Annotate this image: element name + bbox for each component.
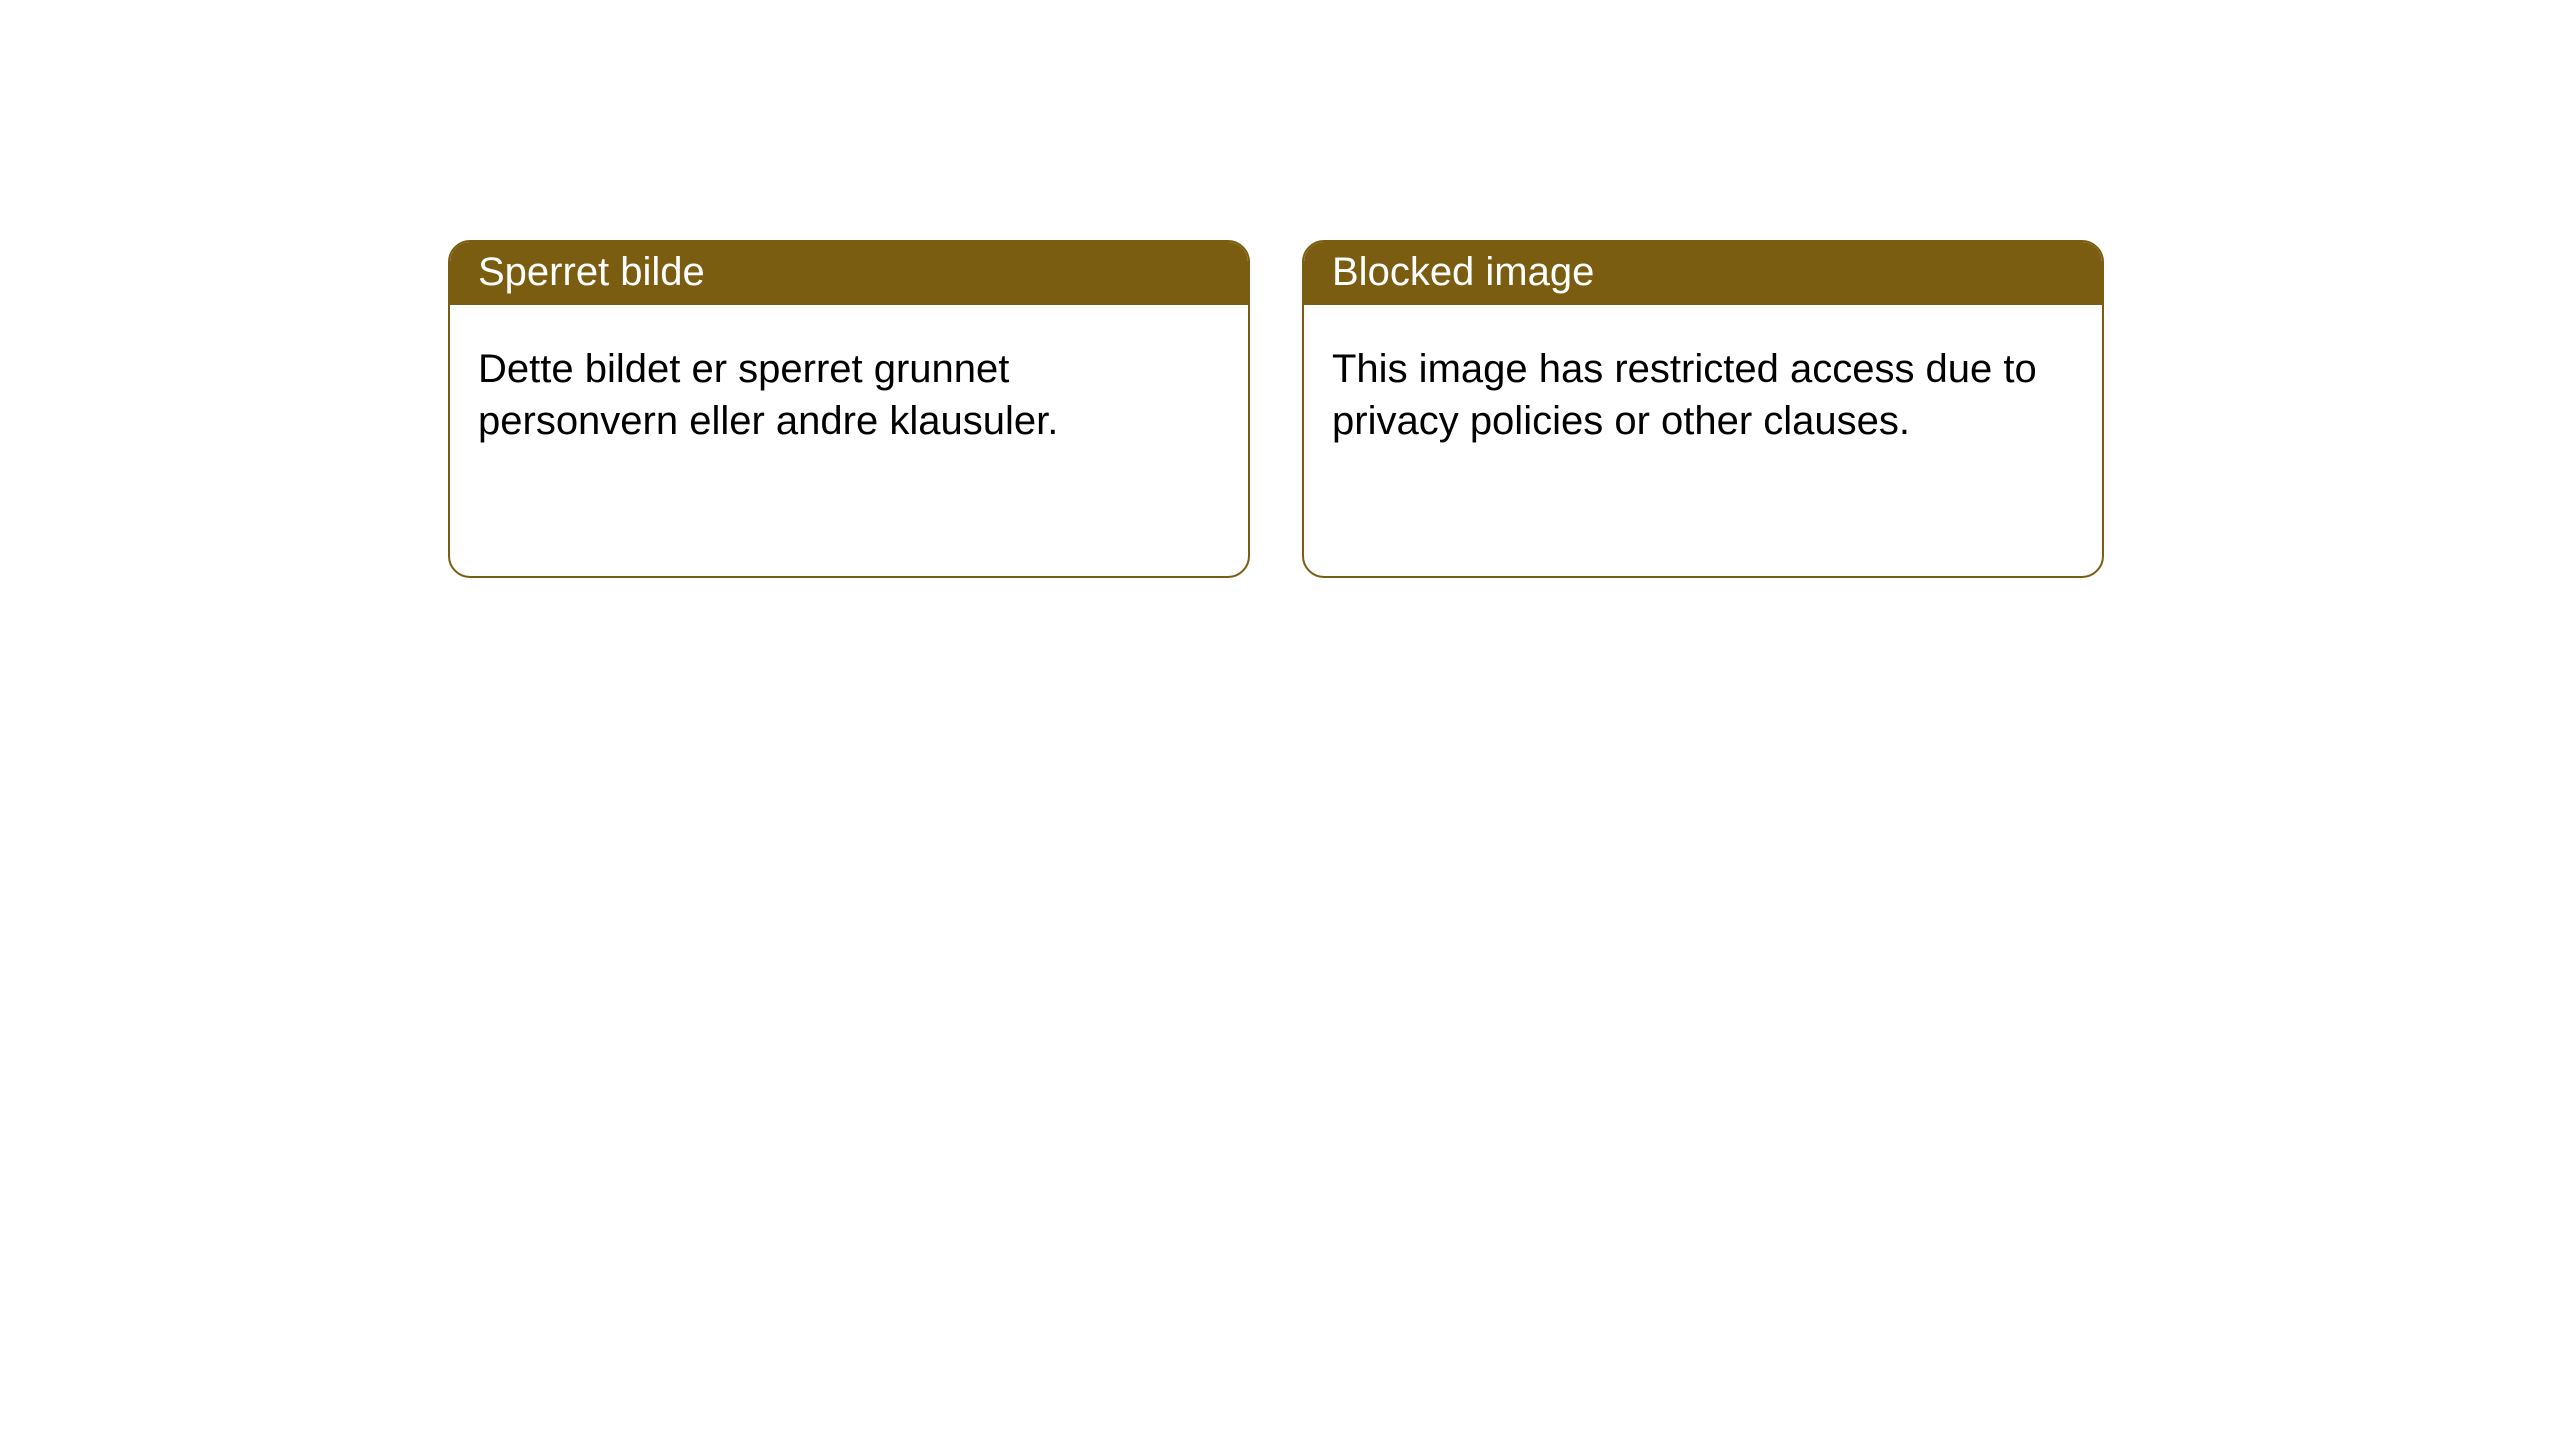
notice-container: Sperret bilde Dette bildet er sperret gr… xyxy=(0,0,2560,578)
card-title-norwegian: Sperret bilde xyxy=(478,250,705,294)
card-header-norwegian: Sperret bilde xyxy=(450,242,1248,305)
blocked-image-card-english: Blocked image This image has restricted … xyxy=(1302,240,2104,578)
card-body-english: This image has restricted access due to … xyxy=(1304,305,2102,475)
card-header-english: Blocked image xyxy=(1304,242,2102,305)
card-message-english: This image has restricted access due to … xyxy=(1332,347,2037,443)
blocked-image-card-norwegian: Sperret bilde Dette bildet er sperret gr… xyxy=(448,240,1250,578)
card-title-english: Blocked image xyxy=(1332,250,1594,294)
card-body-norwegian: Dette bildet er sperret grunnet personve… xyxy=(450,305,1248,475)
card-message-norwegian: Dette bildet er sperret grunnet personve… xyxy=(478,347,1058,443)
